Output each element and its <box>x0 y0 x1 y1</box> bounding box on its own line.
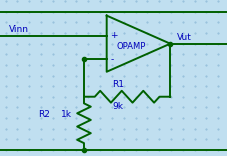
Text: Vut: Vut <box>177 33 192 42</box>
Text: R2: R2 <box>39 110 50 119</box>
Text: 1k: 1k <box>61 110 72 119</box>
Text: -: - <box>110 56 113 65</box>
Text: OPAMP: OPAMP <box>117 42 146 51</box>
Text: 9k: 9k <box>112 102 123 111</box>
Text: R1: R1 <box>112 80 124 89</box>
Text: +: + <box>110 31 118 40</box>
Text: Vinn: Vinn <box>9 25 29 34</box>
